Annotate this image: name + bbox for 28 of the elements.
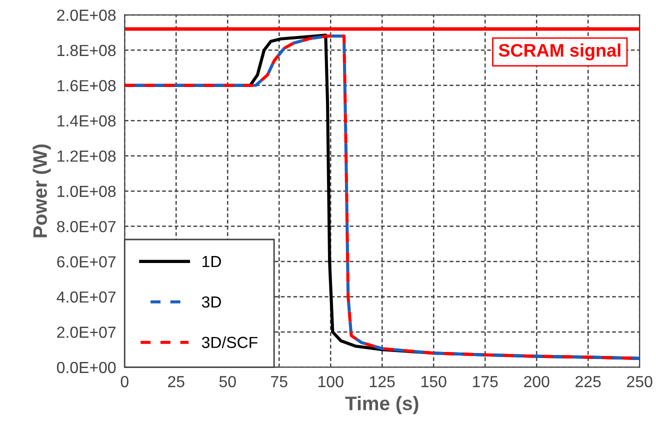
x-tick-label: 250: [627, 376, 652, 388]
x-tick-label: 200: [524, 376, 550, 388]
x-tick-label: 175: [473, 376, 498, 388]
legend-label: 1D: [202, 256, 221, 268]
y-tick-label: 4.0E+07: [56, 291, 116, 303]
y-tick-label: 6.0E+07: [57, 256, 116, 268]
y-tick-label: 1.2E+08: [58, 150, 116, 162]
x-tick-label: 75: [271, 376, 288, 388]
y-tick-label: 1.6E+08: [58, 80, 116, 92]
x-tick-label: 225: [576, 376, 601, 388]
y-tick-label: 0.0E+00: [56, 362, 116, 374]
y-tick-label: 1.8E+08: [58, 44, 116, 56]
x-tick-label: 0: [120, 376, 128, 388]
y-axis-title: Power (W): [32, 144, 51, 238]
x-tick-label: 150: [422, 376, 446, 388]
y-tick-label: 2.0E+08: [57, 10, 116, 21]
x-axis-title: Time (s): [345, 396, 418, 414]
y-tick-label: 2.0E+07: [57, 326, 116, 338]
y-tick-label: 8.0E+07: [57, 220, 116, 232]
legend-label: 3D/SCF: [202, 336, 258, 348]
ref-line-label: SCRAM signal: [498, 43, 620, 60]
legend-label: 3D: [202, 296, 221, 308]
y-tick-label: 1.0E+08: [58, 186, 116, 198]
x-tick-label: 100: [318, 376, 344, 388]
y-tick-label: 1.4E+08: [58, 115, 116, 127]
x-tick-label: 125: [370, 376, 395, 388]
x-tick-label: 50: [219, 376, 236, 388]
x-tick-label: 25: [168, 376, 184, 388]
